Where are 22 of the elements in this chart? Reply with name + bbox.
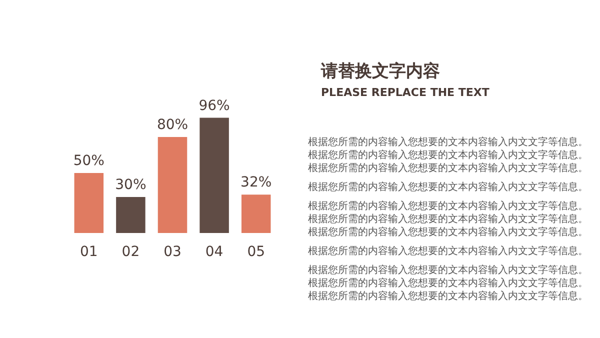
- x-tick-label: 03: [164, 244, 182, 260]
- text: PLEASE REPLACE THE TEXT: [321, 86, 490, 99]
- x-tick-label: 02: [122, 244, 140, 260]
- data-label: 96%: [198, 98, 230, 114]
- x-tick-label: 05: [247, 244, 266, 260]
- x-tick-label: 01: [80, 244, 98, 260]
- data-label: 30%: [115, 177, 146, 193]
- bar: [116, 197, 146, 233]
- bar: [200, 118, 229, 233]
- text: 根据您所需的内容输入您想要的文本内容输入内文文字等信息。 根据您所需的内容输入您想要的文本内容输入内文文字等信息。 根据您所需的内容输入您想要的文本内容输入内文文字等信息。: [308, 264, 588, 302]
- text: 根据您所需的内容输入您想要的文本内容输入内文文字等信息。: [308, 245, 588, 257]
- data-label: 50%: [73, 153, 104, 169]
- data-label: 32%: [240, 174, 272, 191]
- text: 根据您所需的内容输入您想要的文本内容输入内文文字等信息。: [308, 181, 588, 193]
- x-tick-label: 04: [205, 244, 224, 260]
- bar: [241, 194, 271, 233]
- text: 请替换文字内容: [320, 62, 440, 82]
- bar: [158, 137, 188, 233]
- bar: [74, 173, 104, 233]
- text: 根据您所需的内容输入您想要的文本内容输入内文文字等信息。根据您所需的内容输入您想要的文本内容输入内文文字等信息。 根据您所需的内容输入您想要的文本内容输入内文文字等信息。: [308, 200, 588, 238]
- data-label: 80%: [156, 117, 188, 133]
- text: 根据您所需的内容输入您想要的文本内容输入内文文字等信息。根据您所需的内容输入您想要的文本内容输入内文文字等信息。根据您所需的内容输入您想要的文本内容输入内文文字等信息。: [308, 136, 588, 174]
